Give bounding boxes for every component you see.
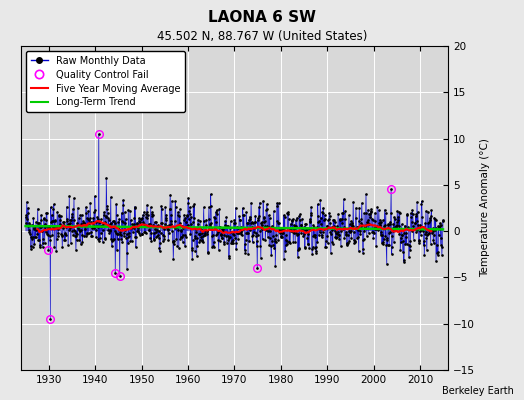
Text: 45.502 N, 88.767 W (United States): 45.502 N, 88.767 W (United States) [157,30,367,43]
Legend: Raw Monthly Data, Quality Control Fail, Five Year Moving Average, Long-Term Tren: Raw Monthly Data, Quality Control Fail, … [26,51,185,112]
Text: LAONA 6 SW: LAONA 6 SW [208,10,316,25]
Y-axis label: Temperature Anomaly (°C): Temperature Anomaly (°C) [481,138,490,278]
Text: Berkeley Earth: Berkeley Earth [442,386,514,396]
